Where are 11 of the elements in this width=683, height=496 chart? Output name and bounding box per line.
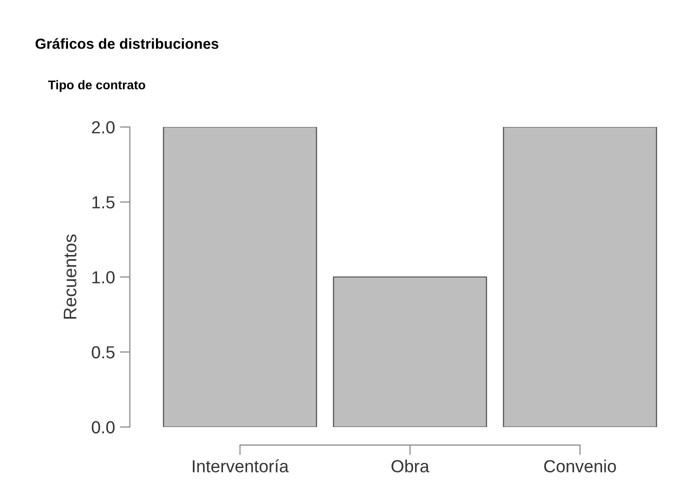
x-tick-label: Obra xyxy=(392,460,430,472)
y-tick-label: 1.5 xyxy=(92,196,115,208)
y-tick-label: 2.0 xyxy=(92,121,115,134)
y-axis-title: Recuentos xyxy=(64,234,76,319)
chart-subtitle: Tipo de contrato xyxy=(48,80,146,92)
y-tick-label: 0.0 xyxy=(92,421,115,434)
y-tick-label: 0.5 xyxy=(92,346,115,358)
chart-title: Gráficos de distribuciones xyxy=(36,38,218,49)
x-tick-label: Convenio xyxy=(544,460,616,472)
x-tick-label: Interventoría xyxy=(192,459,289,472)
y-tick-label: 1.0 xyxy=(92,271,115,284)
